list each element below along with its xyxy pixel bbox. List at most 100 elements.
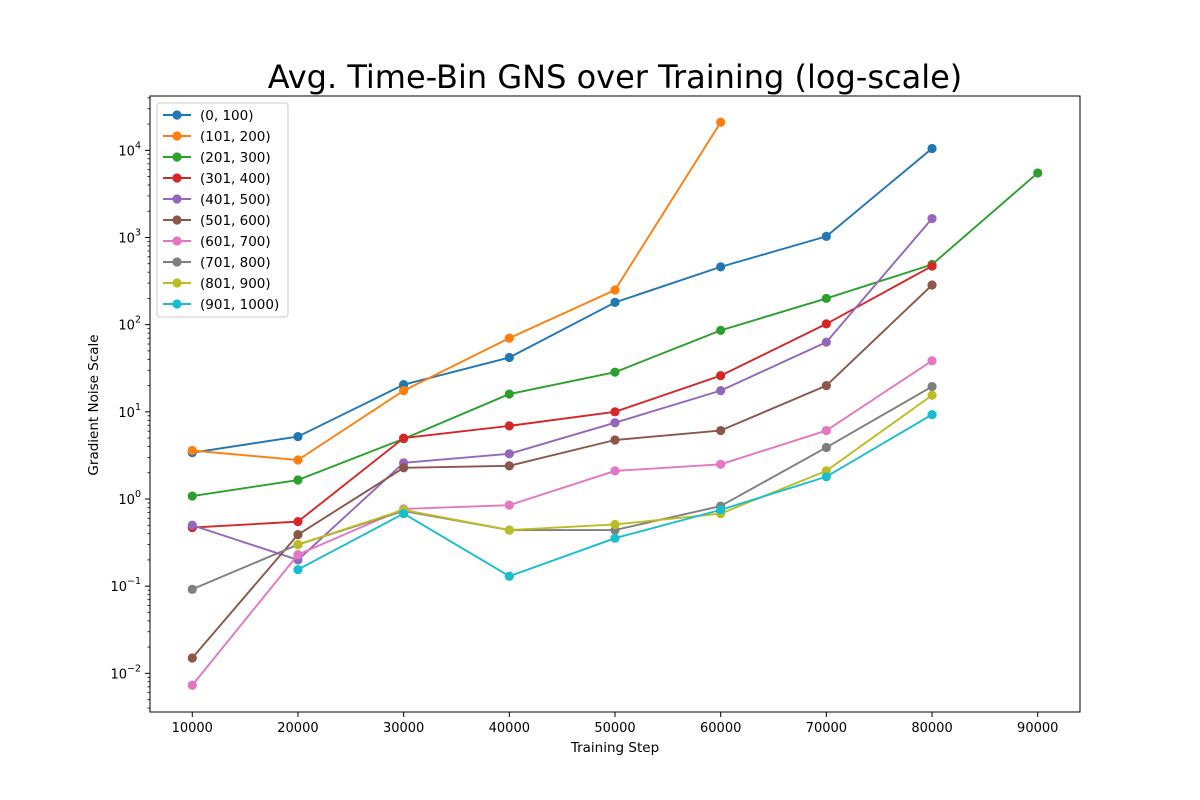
series-9 [293, 409, 937, 581]
x-tick-label: 50000 [594, 721, 635, 736]
data-point [821, 472, 831, 482]
data-point [504, 352, 514, 363]
data-point [399, 386, 409, 396]
legend-marker [172, 131, 182, 141]
y-axis-title: Gradient Noise Scale [86, 334, 102, 475]
data-point [399, 433, 409, 443]
data-point [610, 367, 620, 377]
data-point [821, 293, 831, 304]
data-point [504, 500, 514, 510]
data-point [821, 380, 831, 391]
data-point [610, 407, 620, 417]
data-point [716, 386, 726, 396]
y-tick-label: 103 [118, 227, 141, 246]
legend-item: (301, 400) [163, 171, 271, 187]
plot-area: 10000 20000 30000 40000 50000 60000 70000 80000… [110, 95, 1081, 736]
legend-marker [172, 257, 182, 267]
data-point [716, 505, 726, 515]
data-point [504, 461, 514, 471]
data-point [187, 491, 197, 501]
data-point [504, 449, 514, 459]
data-point [927, 143, 937, 154]
y-tick-label: 100 [118, 489, 141, 508]
data-point [821, 319, 831, 329]
data-point [399, 463, 409, 473]
x-tick-label: 20000 [277, 721, 318, 736]
legend-label: (201, 300) [200, 150, 271, 166]
y-tick-label: 10−1 [110, 576, 141, 595]
legend-marker [172, 110, 182, 120]
data-point [610, 285, 620, 295]
data-point [610, 418, 620, 428]
data-point [187, 445, 197, 456]
data-point [293, 550, 303, 560]
series-line [191, 284, 933, 659]
data-point [293, 431, 303, 442]
data-point [187, 520, 197, 530]
data-point [927, 356, 937, 366]
series-line [192, 147, 933, 454]
data-point [821, 425, 831, 436]
legend-label: (701, 800) [200, 255, 271, 271]
legend-label: (101, 200) [200, 129, 271, 145]
legend: (0, 100) (101, 200) (201, 300) (301, 400) (4… [156, 102, 289, 318]
series-line [191, 359, 933, 686]
chart-title: Avg. Time-Bin GNS over Training (log-sca… [268, 58, 963, 96]
data-point [927, 280, 937, 290]
legend-item: (101, 200) [163, 129, 271, 145]
legend-marker [172, 299, 182, 309]
legend-item: (901, 1000) [163, 297, 279, 313]
series-2 [187, 168, 1043, 501]
legend-marker [172, 236, 182, 246]
data-point [399, 508, 409, 519]
data-point [293, 475, 303, 485]
data-point [927, 409, 937, 420]
data-point [927, 261, 937, 271]
series-5 [187, 280, 937, 663]
x-tick-label: 40000 [489, 721, 530, 736]
data-point [821, 231, 831, 241]
legend-item: (801, 900) [163, 276, 271, 292]
legend-item: (201, 300) [163, 150, 271, 166]
data-point [610, 519, 620, 530]
legend-item: (601, 700) [163, 234, 271, 250]
x-tick-label: 10000 [172, 721, 213, 736]
data-point [293, 564, 303, 575]
legend-marker [172, 215, 182, 225]
data-point [504, 525, 514, 535]
series-1 [187, 117, 726, 465]
data-point [504, 389, 514, 399]
legend-marker [172, 194, 182, 204]
legend-item: (501, 600) [163, 213, 271, 229]
y-tick-label: 102 [118, 315, 141, 334]
x-tick-label: 70000 [806, 721, 847, 736]
data-point [716, 459, 726, 469]
data-point [1033, 168, 1043, 178]
data-point [610, 297, 620, 308]
data-point [927, 390, 937, 400]
x-tick-label: 60000 [700, 721, 741, 736]
data-point [716, 262, 726, 272]
data-point [716, 117, 726, 127]
legend-label: (401, 500) [200, 192, 271, 208]
legend-label: (901, 1000) [200, 297, 279, 313]
legend-marker [172, 278, 182, 288]
series-4 [187, 213, 937, 565]
data-point [293, 539, 303, 550]
data-point [716, 425, 726, 436]
x-axis-title: Training Step [570, 740, 659, 756]
legend-item: (701, 800) [163, 255, 271, 271]
legend-label: (501, 600) [200, 213, 271, 229]
legend-label: (601, 700) [200, 234, 271, 250]
data-point [927, 213, 937, 224]
x-tick-label: 30000 [383, 721, 424, 736]
legend-marker [172, 173, 182, 183]
data-point [504, 571, 514, 581]
y-tick-label: 101 [118, 402, 141, 421]
data-point [716, 325, 726, 335]
legend-label: (801, 900) [200, 276, 271, 292]
data-point [821, 337, 831, 347]
data-point [610, 466, 620, 476]
data-point [610, 533, 620, 543]
